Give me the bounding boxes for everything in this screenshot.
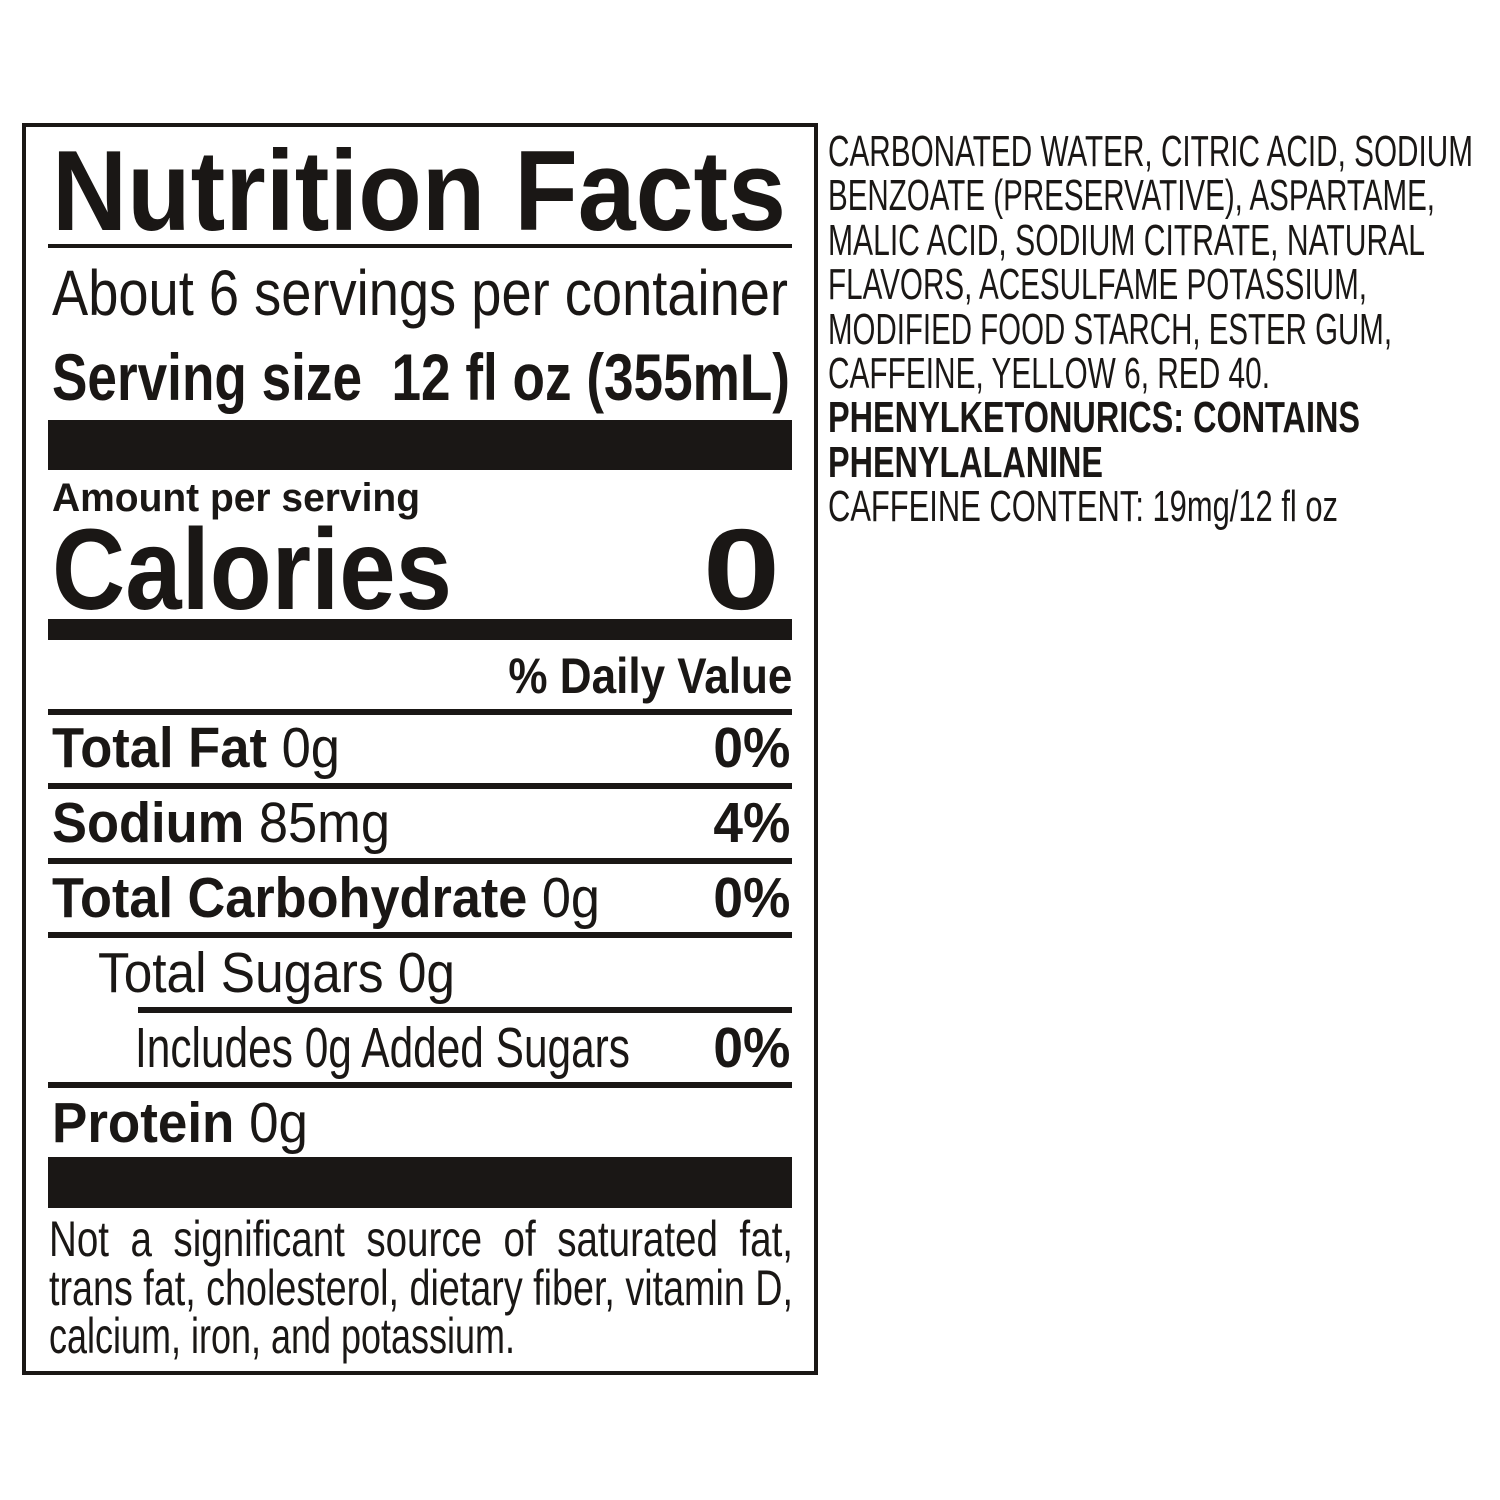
dv-sodium: 4% [713,791,790,855]
dv-total-fat: 0% [713,716,790,780]
ingredients-line-3: MALIC ACID, SODIUM CITRATE, NATURAL [828,216,1425,265]
pku-warning-line-2: PHENYLALANINE [828,438,1103,487]
divider-title [48,244,792,248]
nutrition-facts-panel [22,123,818,1375]
divider-fat [48,783,792,789]
amount-per-serving: Amount per serving [52,476,420,520]
calories-label: Calories [52,506,452,634]
divider-added-sugars [48,1082,792,1088]
label-title: Nutrition Facts [52,128,786,255]
calories-value: 0 [703,506,780,634]
pku-warning-line-1: PHENYLKETONURICS: CONTAINS [828,393,1360,442]
thick-bar-protein [48,1157,792,1208]
nutrient-total-fat: Total Fat 0g [52,716,340,780]
footnote-line-2: trans fat, cholesterol, dietary fiber, v… [49,1260,793,1316]
serving-size-label: Serving size [52,340,362,414]
servings-per-container: About 6 servings per container [52,257,788,329]
divider-carb [48,932,792,938]
caffeine-content: CAFFEINE CONTENT: 19mg/12 fl oz [828,482,1338,531]
ingredients-line-5: MODIFIED FOOD STARCH, ESTER GUM, [828,305,1392,354]
footnote-line-3: calcium, iron, and potassium. [49,1308,515,1364]
thick-bar-serving [48,420,792,470]
thick-bar-calories [48,619,792,640]
ingredients-line-2: BENZOATE (PRESERVATIVE), ASPARTAME, [828,171,1435,220]
nutrient-protein: Protein 0g [52,1091,308,1155]
daily-value-header: % Daily Value [508,648,792,704]
nutrient-total-carbohydrate: Total Carbohydrate 0g [52,866,600,930]
serving-size-value: 12 fl oz (355mL) [391,340,790,414]
nutrient-total-sugars: Total Sugars 0g [98,941,455,1005]
ingredients-line-1: CARBONATED WATER, CITRIC ACID, SODIUM [828,127,1473,176]
ingredients-line-4: FLAVORS, ACESULFAME POTASSIUM, [828,260,1367,309]
divider-sugars [138,1007,792,1013]
ingredients-line-6: CAFFEINE, YELLOW 6, RED 40. [828,349,1270,398]
dv-total-carbohydrate: 0% [713,866,790,930]
nutrient-sodium: Sodium 85mg [52,791,390,855]
nutrient-added-sugars: Includes 0g Added Sugars [135,1016,630,1080]
divider-dv [48,709,792,715]
dv-added-sugars: 0% [713,1016,790,1080]
divider-sodium [48,858,792,864]
serving-size: Serving size 12 fl oz (355mL) [52,344,790,410]
footnote-line-1: Not a significant source of saturated fa… [49,1211,793,1267]
